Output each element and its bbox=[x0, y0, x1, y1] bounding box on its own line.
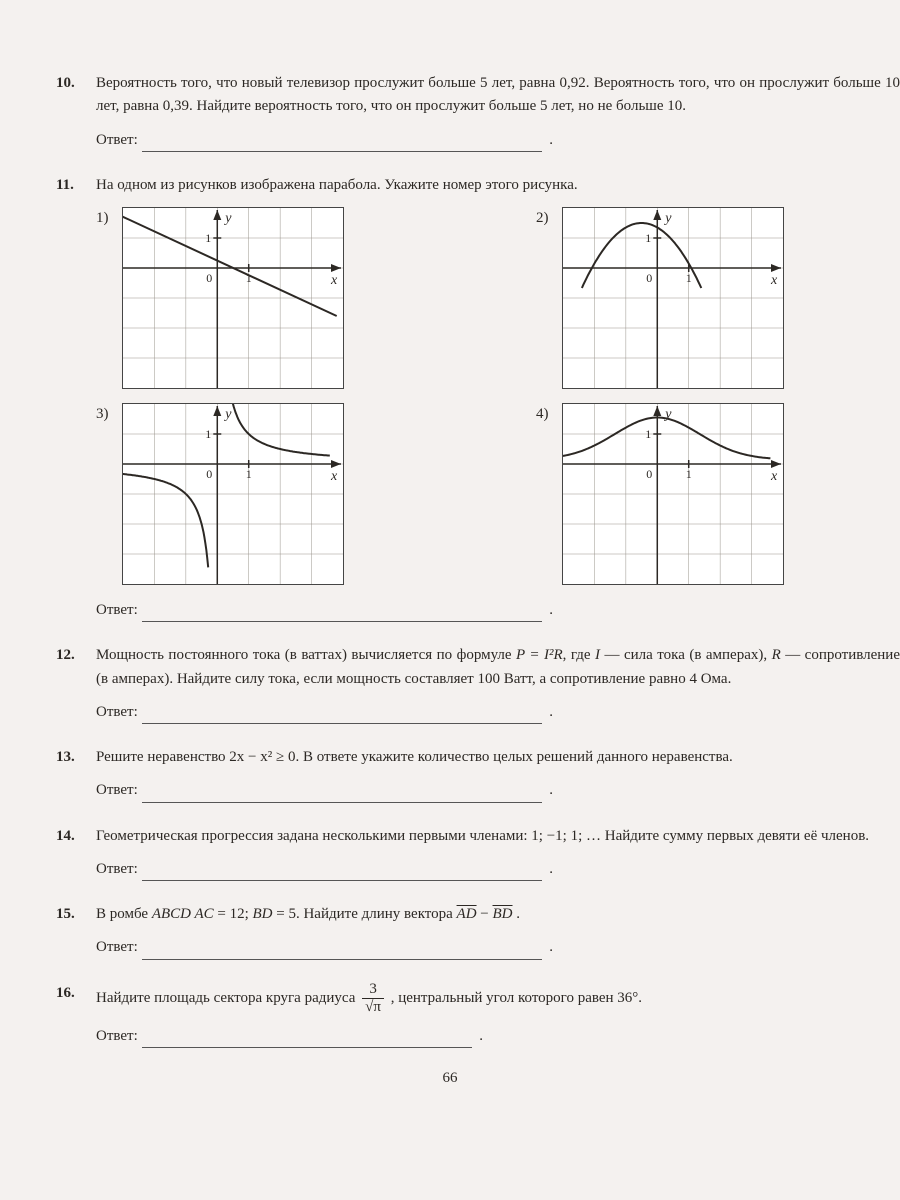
vector-bd: BD bbox=[493, 906, 513, 922]
formula: P = I²R bbox=[516, 647, 563, 663]
problem-13: 13. Решите неравенство 2x − x² ≥ 0. В от… bbox=[56, 746, 900, 803]
svg-text:y: y bbox=[223, 407, 232, 422]
charts-grid: 1) y x 0 1 1 2) y x 0 1 1 3) y x 0 1 1 4) y x 0 1 1 bbox=[96, 207, 856, 585]
problem-text: Геометрическая прогрессия задана несколь… bbox=[96, 825, 900, 848]
answer-row: Ответ: . bbox=[96, 701, 900, 724]
answer-period: . bbox=[479, 1028, 483, 1044]
problem-number: 16. bbox=[56, 982, 96, 1048]
answer-period: . bbox=[549, 939, 553, 955]
problem-body: На одном из рисунков изображена парабола… bbox=[96, 174, 900, 623]
answer-period: . bbox=[549, 704, 553, 720]
chart-cell-4: 4) yx011 bbox=[536, 403, 856, 585]
chart-2: y x 0 1 1 bbox=[562, 207, 784, 389]
answer-row: Ответ: . bbox=[96, 779, 900, 802]
problem-text: Мощность постоянного тока (в ваттах) выч… bbox=[96, 644, 900, 691]
svg-text:1: 1 bbox=[246, 467, 252, 481]
answer-blank[interactable] bbox=[142, 1031, 472, 1048]
problem-text: Найдите площадь сектора круга радиуса 3√… bbox=[96, 982, 900, 1015]
problem-number: 15. bbox=[56, 903, 96, 960]
chart-1: yx011 bbox=[122, 207, 344, 389]
answer-row: Ответ: . bbox=[96, 1025, 900, 1048]
answer-row: Ответ: . bbox=[96, 129, 900, 152]
svg-text:1: 1 bbox=[645, 231, 651, 245]
problem-text: Вероятность того, что новый телевизор пр… bbox=[96, 72, 900, 119]
chart-cell-2: 2) y x 0 1 1 bbox=[536, 207, 856, 389]
svg-text:x: x bbox=[330, 273, 338, 288]
problem-body: Вероятность того, что новый телевизор пр… bbox=[96, 72, 900, 152]
chart-option-label: 3) bbox=[96, 403, 114, 426]
answer-row: Ответ: . bbox=[96, 599, 900, 622]
answer-label: Ответ: bbox=[96, 939, 138, 955]
svg-text:0: 0 bbox=[206, 271, 212, 285]
problem-text: На одном из рисунков изображена парабола… bbox=[96, 174, 900, 197]
svg-text:0: 0 bbox=[646, 467, 652, 481]
answer-blank[interactable] bbox=[142, 786, 542, 803]
problem-text: Решите неравенство 2x − x² ≥ 0. В ответе… bbox=[96, 746, 900, 769]
answer-label: Ответ: bbox=[96, 861, 138, 877]
problem-11: 11. На одном из рисунков изображена пара… bbox=[56, 174, 900, 623]
svg-text:1: 1 bbox=[686, 271, 692, 285]
chart-option-label: 1) bbox=[96, 207, 114, 230]
problem-body: Мощность постоянного тока (в ваттах) выч… bbox=[96, 644, 900, 724]
answer-row: Ответ: . bbox=[96, 936, 900, 959]
answer-period: . bbox=[549, 782, 553, 798]
answer-blank[interactable] bbox=[142, 606, 542, 623]
answer-period: . bbox=[549, 132, 553, 148]
problem-number: 12. bbox=[56, 644, 96, 724]
answer-blank[interactable] bbox=[142, 865, 542, 882]
chart-option-label: 2) bbox=[536, 207, 554, 230]
problem-15: 15. В ромбе ABCD AC = 12; BD = 5. Найдит… bbox=[56, 903, 900, 960]
answer-period: . bbox=[549, 602, 553, 618]
svg-text:0: 0 bbox=[206, 467, 212, 481]
problem-number: 13. bbox=[56, 746, 96, 803]
svg-text:1: 1 bbox=[645, 427, 651, 441]
problem-body: Геометрическая прогрессия задана несколь… bbox=[96, 825, 900, 882]
answer-label: Ответ: bbox=[96, 132, 138, 148]
problem-12: 12. Мощность постоянного тока (в ваттах)… bbox=[56, 644, 900, 724]
chart-3: y x 0 1 1 bbox=[122, 403, 344, 585]
problem-body: В ромбе ABCD AC = 12; BD = 5. Найдите дл… bbox=[96, 903, 900, 960]
svg-text:x: x bbox=[330, 469, 338, 484]
chart-option-label: 4) bbox=[536, 403, 554, 426]
answer-period: . bbox=[549, 861, 553, 877]
answer-row: Ответ: . bbox=[96, 858, 900, 881]
problem-text: В ромбе ABCD AC = 12; BD = 5. Найдите дл… bbox=[96, 903, 900, 926]
chart-4: yx011 bbox=[562, 403, 784, 585]
answer-label: Ответ: bbox=[96, 602, 138, 618]
problem-body: Решите неравенство 2x − x² ≥ 0. В ответе… bbox=[96, 746, 900, 803]
svg-text:1: 1 bbox=[686, 467, 692, 481]
svg-text:y: y bbox=[223, 211, 232, 226]
svg-text:0: 0 bbox=[646, 271, 652, 285]
vector-ad: AD bbox=[457, 906, 477, 922]
answer-blank[interactable] bbox=[142, 943, 542, 960]
page-number: 66 bbox=[0, 1067, 900, 1090]
problem-10: 10. Вероятность того, что новый телевизо… bbox=[56, 72, 900, 152]
fraction: 3√π bbox=[362, 982, 384, 1015]
chart-cell-1: 1) yx011 bbox=[96, 207, 416, 389]
problem-number: 10. bbox=[56, 72, 96, 152]
answer-label: Ответ: bbox=[96, 782, 138, 798]
problem-number: 14. bbox=[56, 825, 96, 882]
answer-blank[interactable] bbox=[142, 135, 542, 152]
svg-text:1: 1 bbox=[205, 231, 211, 245]
svg-text:x: x bbox=[770, 273, 778, 288]
problem-14: 14. Геометрическая прогрессия задана нес… bbox=[56, 825, 900, 882]
problem-body: Найдите площадь сектора круга радиуса 3√… bbox=[96, 982, 900, 1048]
answer-label: Ответ: bbox=[96, 1028, 138, 1044]
answer-blank[interactable] bbox=[142, 708, 542, 725]
problem-number: 11. bbox=[56, 174, 96, 623]
svg-text:1: 1 bbox=[205, 427, 211, 441]
svg-text:x: x bbox=[770, 469, 778, 484]
chart-cell-3: 3) y x 0 1 1 bbox=[96, 403, 416, 585]
svg-text:y: y bbox=[663, 211, 672, 226]
answer-label: Ответ: bbox=[96, 704, 138, 720]
problem-16: 16. Найдите площадь сектора круга радиус… bbox=[56, 982, 900, 1048]
